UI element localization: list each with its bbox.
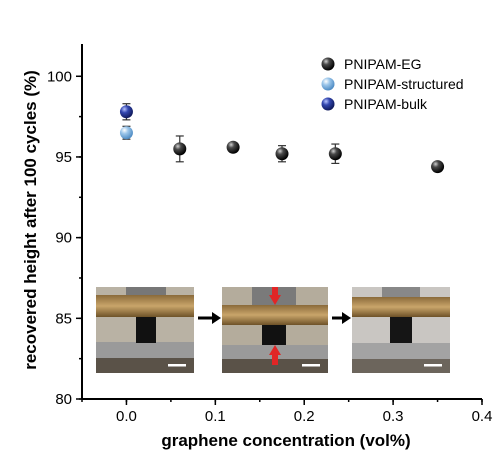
arrow-2 [332, 312, 351, 324]
ticks: 0.0 0.1 0.2 0.3 0.4 80 85 90 95 100 [47, 68, 492, 425]
data-point-pnipam-eg [328, 147, 342, 161]
x-tick-label: 0.4 [472, 408, 493, 425]
data-point-pnipam-eg [226, 140, 240, 154]
data-points [119, 103, 445, 174]
data-point-pnipam-eg [431, 160, 445, 174]
y-axis-title: recovered height after 100 cycles (%) [21, 70, 40, 370]
y-tick-label: 85 [55, 310, 72, 327]
legend: PNIPAM-EG PNIPAM-structured PNIPAM-bulk [321, 56, 464, 112]
legend-label: PNIPAM-bulk [344, 96, 428, 112]
photo-3 [352, 287, 450, 373]
y-tick-label: 90 [55, 230, 72, 247]
photo-2 [222, 287, 328, 373]
data-point-pnipam-eg [275, 147, 289, 161]
legend-marker [321, 57, 335, 71]
y-tick-label: 80 [55, 391, 72, 408]
x-tick-label: 0.0 [116, 408, 137, 425]
data-point-pnipam-bulk [119, 105, 133, 119]
x-tick-label: 0.3 [383, 408, 404, 425]
y-tick-label: 95 [55, 149, 72, 166]
axes: 0.0 0.1 0.2 0.3 0.4 80 85 90 95 100 [47, 44, 492, 425]
legend-label: PNIPAM-EG [344, 56, 422, 72]
data-point-pnipam-structured [119, 126, 133, 140]
photo-1 [96, 287, 194, 373]
inset-photos [96, 287, 450, 373]
arrow-1 [198, 312, 221, 324]
legend-marker [321, 77, 335, 91]
x-tick-label: 0.2 [294, 408, 315, 425]
legend-label: PNIPAM-structured [344, 76, 464, 92]
x-axis-title: graphene concentration (vol%) [161, 431, 410, 450]
x-tick-label: 0.1 [205, 408, 226, 425]
legend-marker [321, 97, 335, 111]
y-tick-label: 100 [47, 68, 72, 85]
data-point-pnipam-eg [173, 142, 187, 156]
